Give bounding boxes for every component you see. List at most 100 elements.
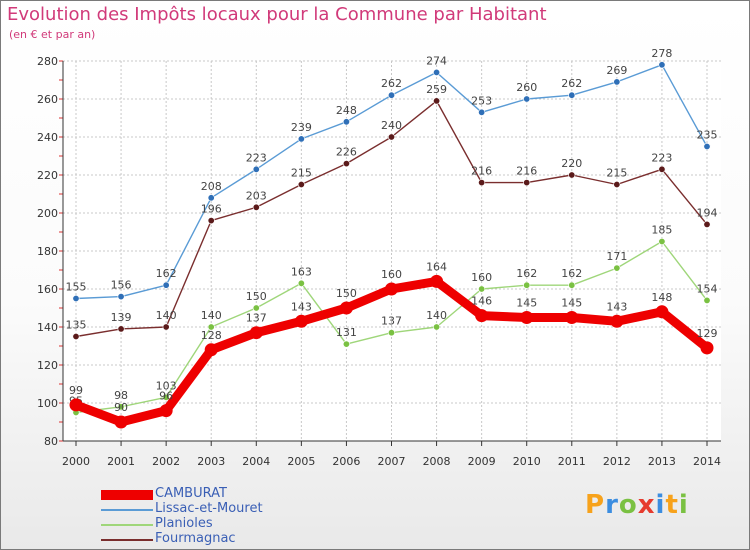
legend-swatch (101, 489, 153, 500)
data-point-camburat (700, 341, 714, 355)
data-label-lissac-et-mouret: 162 (156, 267, 177, 280)
data-point-fourmagnac (72, 332, 80, 340)
data-point-camburat (565, 311, 579, 324)
data-label-planioles: 140 (426, 309, 447, 322)
data-label-camburat: 146 (471, 295, 492, 308)
data-point-fourmagnac (252, 203, 260, 211)
data-point-planioles (297, 279, 305, 287)
y-tick-label: 280 (37, 55, 58, 68)
data-label-fourmagnac: 135 (66, 319, 87, 332)
x-tick-label: 2007 (378, 455, 406, 468)
data-label-lissac-et-mouret: 260 (516, 81, 537, 94)
y-tick-label: 140 (37, 321, 58, 334)
data-label-lissac-et-mouret: 262 (561, 77, 582, 90)
data-point-fourmagnac (478, 179, 486, 187)
data-label-lissac-et-mouret: 223 (246, 151, 267, 164)
data-label-lissac-et-mouret: 239 (291, 121, 312, 134)
data-point-camburat (249, 326, 263, 340)
data-label-camburat: 148 (651, 291, 672, 304)
data-label-planioles: 171 (606, 250, 627, 263)
data-point-camburat (339, 301, 353, 315)
data-point-lissac-et-mouret (342, 118, 350, 126)
data-point-planioles (703, 296, 711, 304)
data-label-lissac-et-mouret: 208 (201, 180, 222, 193)
data-label-camburat: 160 (381, 268, 402, 281)
data-point-planioles (568, 281, 576, 289)
data-label-camburat: 145 (516, 297, 537, 310)
data-point-lissac-et-mouret (523, 95, 531, 103)
data-label-planioles: 140 (201, 309, 222, 322)
data-point-planioles (478, 285, 486, 293)
data-point-fourmagnac (523, 179, 531, 187)
y-tick-label: 100 (37, 397, 58, 410)
chart-title: Evolution des Impôts locaux pour la Comm… (7, 4, 547, 25)
data-label-lissac-et-mouret: 278 (651, 47, 672, 60)
x-tick-label: 2011 (558, 455, 586, 468)
data-point-lissac-et-mouret (387, 91, 395, 99)
data-point-planioles (207, 323, 215, 331)
legend-label: Fourmagnac (155, 531, 236, 546)
data-label-fourmagnac: 216 (516, 165, 537, 178)
data-point-planioles (433, 323, 441, 331)
y-tick-label: 200 (37, 207, 58, 220)
data-point-camburat (69, 398, 83, 412)
data-point-camburat (610, 314, 624, 328)
data-label-planioles: 185 (651, 224, 672, 237)
data-label-fourmagnac: 140 (156, 309, 177, 322)
data-label-lissac-et-mouret: 155 (66, 281, 87, 294)
data-label-planioles: 154 (697, 282, 718, 295)
data-label-fourmagnac: 240 (381, 119, 402, 132)
legend-swatch (101, 508, 153, 511)
data-point-lissac-et-mouret (162, 281, 170, 289)
data-point-planioles (613, 264, 621, 272)
data-point-camburat (204, 343, 218, 357)
data-label-fourmagnac: 216 (471, 165, 492, 178)
data-point-fourmagnac (433, 97, 441, 105)
chart-subtitle: (en € et par an) (9, 28, 96, 41)
logo-letter: r (605, 490, 619, 520)
data-point-fourmagnac (117, 325, 125, 333)
data-label-planioles: 162 (561, 267, 582, 280)
data-point-camburat (655, 305, 669, 319)
data-label-fourmagnac: 194 (697, 206, 718, 219)
data-point-planioles (523, 281, 531, 289)
data-label-fourmagnac: 220 (561, 157, 582, 170)
data-label-camburat: 96 (159, 390, 173, 403)
data-point-camburat (114, 415, 128, 429)
data-label-lissac-et-mouret: 253 (471, 94, 492, 107)
y-tick-label: 260 (37, 93, 58, 106)
y-tick-label: 240 (37, 131, 58, 144)
data-point-camburat (159, 404, 173, 418)
data-label-fourmagnac: 226 (336, 146, 357, 159)
data-point-fourmagnac (703, 220, 711, 228)
data-label-lissac-et-mouret: 235 (697, 129, 718, 142)
data-point-planioles (342, 340, 350, 348)
logo-letter: o (618, 490, 638, 520)
data-label-lissac-et-mouret: 274 (426, 54, 447, 67)
logo-letter: P (585, 490, 606, 520)
data-point-fourmagnac (613, 181, 621, 189)
data-label-camburat: 137 (246, 312, 267, 325)
data-point-camburat (520, 311, 534, 324)
data-point-fourmagnac (387, 133, 395, 141)
data-label-camburat: 145 (561, 297, 582, 310)
proxiti-logo: Proxiti (585, 490, 689, 520)
data-label-lissac-et-mouret: 262 (381, 77, 402, 90)
data-label-fourmagnac: 196 (201, 203, 222, 216)
legend-swatch (101, 523, 153, 526)
x-tick-label: 2010 (513, 455, 541, 468)
data-point-lissac-et-mouret (252, 165, 260, 173)
y-tick-label: 80 (44, 435, 58, 448)
data-label-fourmagnac: 203 (246, 189, 267, 202)
data-label-fourmagnac: 215 (606, 167, 627, 180)
data-label-camburat: 143 (291, 300, 312, 313)
x-tick-label: 2005 (287, 455, 315, 468)
data-point-lissac-et-mouret (117, 293, 125, 301)
data-point-lissac-et-mouret (658, 61, 666, 69)
data-label-camburat: 99 (69, 384, 83, 397)
data-point-lissac-et-mouret (433, 68, 441, 76)
data-point-camburat (430, 274, 444, 288)
data-label-camburat: 150 (336, 287, 357, 300)
x-tick-label: 2002 (152, 455, 180, 468)
